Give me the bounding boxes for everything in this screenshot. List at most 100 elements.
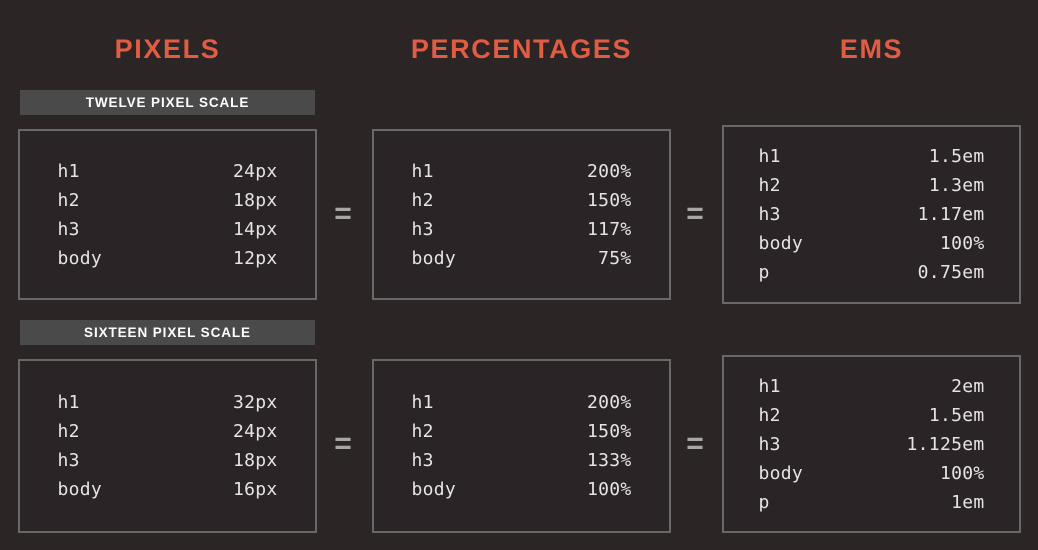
selector-label: p	[758, 491, 770, 513]
selector-value: 24px	[232, 421, 278, 442]
selector-label: h3	[411, 218, 434, 240]
ems-box-twelve: h1 1.5em h2 1.3em h3 1.17em body 100% p …	[722, 125, 1021, 304]
pixels-box-twelve: h1 24px h2 18px h3 14px body 12px	[18, 129, 317, 300]
selector-value: 16px	[232, 479, 278, 500]
selector-label: body	[758, 462, 804, 484]
selector-label: h1	[57, 392, 80, 413]
selector-value: 100%	[939, 462, 985, 484]
list-item: h3 1.125em	[759, 430, 985, 459]
selector-label: body	[758, 233, 804, 254]
equals-sign-pixels-percentages-twelve: =	[334, 197, 352, 230]
selector-label: body	[57, 247, 103, 269]
selector-label: h2	[758, 175, 781, 196]
column-title-percentages: PERCENTAGES	[410, 34, 633, 64]
list-item: p 0.75em	[759, 258, 985, 287]
percentages-box-sixteen: h1 200% h2 150% h3 133% body 100%	[372, 359, 671, 533]
selector-value: 18px	[232, 189, 278, 211]
selector-label: h3	[758, 433, 781, 455]
scale-label-sixteen-pixel: SIXTEEN PIXEL SCALE	[20, 320, 315, 345]
selector-value: 1.5em	[928, 146, 985, 167]
selector-label: h1	[411, 160, 434, 182]
list-item: h1 2em	[759, 372, 985, 401]
value-list: h1 200% h2 150% h3 117% body 75%	[374, 157, 669, 273]
selector-label: h1	[411, 392, 434, 413]
selector-label: h1	[57, 160, 80, 182]
list-item: h1 1.5em	[759, 142, 985, 171]
selector-label: h2	[411, 189, 434, 211]
list-item: h1 200%	[412, 157, 632, 186]
selector-value: 1em	[951, 491, 985, 513]
selector-value: 18px	[232, 450, 278, 471]
list-item: h1 24px	[58, 157, 278, 186]
selector-value: 133%	[586, 450, 632, 471]
list-item: h2 24px	[58, 417, 278, 446]
value-list: h1 200% h2 150% h3 133% body 100%	[374, 388, 669, 504]
list-item: h3 1.17em	[759, 200, 985, 229]
list-item: h2 1.3em	[759, 171, 985, 200]
selector-value: 150%	[586, 421, 632, 442]
list-item: h3 133%	[412, 446, 632, 475]
selector-value: 100%	[939, 233, 985, 254]
list-item: body 100%	[412, 475, 632, 504]
ems-box-sixteen: h1 2em h2 1.5em h3 1.125em body 100% p 1…	[722, 355, 1021, 533]
selector-value: 1.5em	[928, 404, 985, 426]
selector-label: h2	[57, 189, 80, 211]
list-item: p 1em	[759, 488, 985, 517]
selector-value: 200%	[586, 160, 632, 182]
list-item: h1 32px	[58, 388, 278, 417]
selector-value: 117%	[586, 218, 632, 240]
selector-label: h2	[411, 421, 434, 442]
selector-value: 200%	[586, 392, 632, 413]
list-item: h1 200%	[412, 388, 632, 417]
list-item: h3 18px	[58, 446, 278, 475]
list-item: body 12px	[58, 244, 278, 273]
value-list: h1 32px h2 24px h3 18px body 16px	[20, 388, 315, 504]
selector-label: body	[411, 479, 457, 500]
selector-label: h3	[758, 204, 781, 225]
selector-value: 14px	[232, 218, 278, 240]
selector-label: h1	[758, 375, 781, 397]
selector-value: 75%	[598, 247, 632, 269]
list-item: body 75%	[412, 244, 632, 273]
selector-value: 0.75em	[917, 262, 985, 283]
scale-label-twelve-pixel: TWELVE PIXEL SCALE	[20, 90, 315, 115]
selector-value: 1.17em	[917, 204, 985, 225]
selector-value: 100%	[586, 479, 632, 500]
pixels-box-sixteen: h1 32px h2 24px h3 18px body 16px	[18, 359, 317, 533]
list-item: body 16px	[58, 475, 278, 504]
selector-label: h2	[758, 404, 781, 426]
selector-value: 32px	[232, 392, 278, 413]
list-item: h3 117%	[412, 215, 632, 244]
selector-label: h3	[411, 450, 434, 471]
value-list: h1 24px h2 18px h3 14px body 12px	[20, 157, 315, 273]
selector-label: h1	[758, 146, 781, 167]
selector-label: p	[758, 262, 770, 283]
list-item: h3 14px	[58, 215, 278, 244]
equals-sign-percentages-ems-twelve: =	[686, 197, 704, 230]
selector-value: 1.125em	[906, 433, 985, 455]
selector-value: 1.3em	[928, 175, 985, 196]
selector-label: h2	[57, 421, 80, 442]
selector-label: body	[57, 479, 103, 500]
list-item: h2 18px	[58, 186, 278, 215]
list-item: h2 1.5em	[759, 401, 985, 430]
list-item: body 100%	[759, 229, 985, 258]
selector-value: 2em	[951, 375, 985, 397]
selector-label: h3	[57, 218, 80, 240]
equals-sign-pixels-percentages-sixteen: =	[334, 427, 352, 460]
value-list: h1 2em h2 1.5em h3 1.125em body 100% p 1…	[724, 372, 1019, 517]
selector-value: 12px	[232, 247, 278, 269]
selector-label: h3	[57, 450, 80, 471]
percentages-box-twelve: h1 200% h2 150% h3 117% body 75%	[372, 129, 671, 300]
value-list: h1 1.5em h2 1.3em h3 1.17em body 100% p …	[724, 142, 1019, 287]
column-title-ems: EMS	[839, 34, 904, 64]
column-title-pixels: PIXELS	[114, 34, 221, 64]
list-item: body 100%	[759, 459, 985, 488]
list-item: h2 150%	[412, 417, 632, 446]
equals-sign-percentages-ems-sixteen: =	[686, 427, 704, 460]
list-item: h2 150%	[412, 186, 632, 215]
selector-value: 150%	[586, 189, 632, 211]
selector-value: 24px	[232, 160, 278, 182]
selector-label: body	[411, 247, 457, 269]
